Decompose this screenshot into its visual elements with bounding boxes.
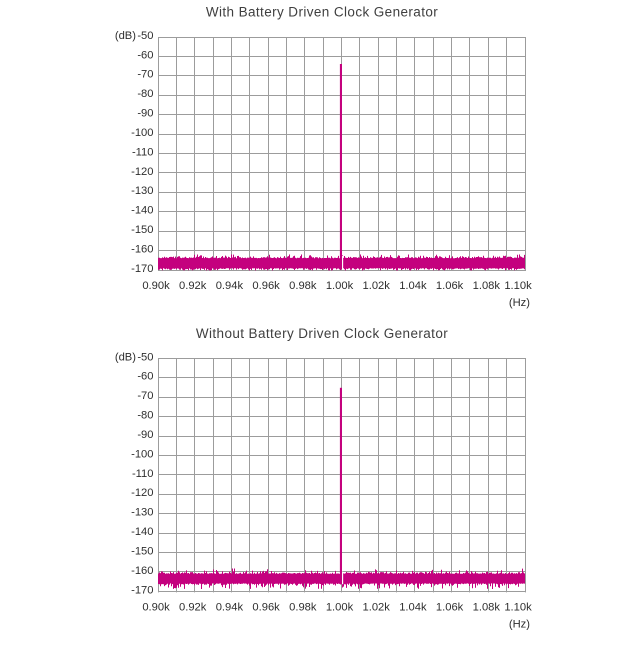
svg-text:With Battery Driven Clock Gene: With Battery Driven Clock Generator xyxy=(206,4,438,19)
svg-text:-160: -160 xyxy=(131,244,153,256)
svg-text:0.94k: 0.94k xyxy=(216,602,244,614)
svg-text:-140: -140 xyxy=(131,205,153,217)
svg-text:-90: -90 xyxy=(137,429,153,441)
svg-text:-60: -60 xyxy=(137,371,153,383)
svg-text:-100: -100 xyxy=(131,127,153,139)
svg-text:-80: -80 xyxy=(137,410,153,422)
svg-text:0.92k: 0.92k xyxy=(179,280,207,292)
svg-text:-50: -50 xyxy=(137,351,153,363)
svg-text:-60: -60 xyxy=(137,49,153,61)
svg-text:1.00k: 1.00k xyxy=(326,280,354,292)
svg-text:-90: -90 xyxy=(137,108,153,120)
svg-text:0.96k: 0.96k xyxy=(252,602,280,614)
svg-text:(dB): (dB) xyxy=(115,351,136,363)
svg-text:1.02k: 1.02k xyxy=(363,602,391,614)
svg-text:0.90k: 0.90k xyxy=(142,280,170,292)
svg-text:-120: -120 xyxy=(131,487,153,499)
svg-text:-170: -170 xyxy=(131,584,153,596)
svg-text:0.98k: 0.98k xyxy=(289,280,317,292)
svg-text:0.92k: 0.92k xyxy=(179,602,207,614)
svg-text:(Hz): (Hz) xyxy=(509,297,530,309)
svg-text:1.02k: 1.02k xyxy=(363,280,391,292)
svg-text:(dB): (dB) xyxy=(115,30,136,42)
svg-text:0.98k: 0.98k xyxy=(289,602,317,614)
svg-text:1.10k: 1.10k xyxy=(504,602,532,614)
svg-text:1.04k: 1.04k xyxy=(399,602,427,614)
svg-text:1.10k: 1.10k xyxy=(504,280,532,292)
svg-text:-110: -110 xyxy=(132,146,154,158)
svg-text:1.06k: 1.06k xyxy=(436,602,464,614)
svg-text:-150: -150 xyxy=(131,546,153,558)
svg-text:-130: -130 xyxy=(131,185,153,197)
svg-text:1.00k: 1.00k xyxy=(326,602,354,614)
svg-text:1.08k: 1.08k xyxy=(473,602,501,614)
svg-text:(Hz): (Hz) xyxy=(509,618,530,630)
svg-text:1.04k: 1.04k xyxy=(399,280,427,292)
svg-text:-130: -130 xyxy=(131,507,153,519)
svg-text:0.90k: 0.90k xyxy=(142,602,170,614)
svg-text:-110: -110 xyxy=(132,468,154,480)
svg-text:-160: -160 xyxy=(131,565,153,577)
svg-text:-70: -70 xyxy=(137,69,153,81)
svg-text:-80: -80 xyxy=(137,88,153,100)
svg-text:-100: -100 xyxy=(131,448,153,460)
svg-text:1.08k: 1.08k xyxy=(473,280,501,292)
svg-text:-120: -120 xyxy=(131,166,153,178)
svg-text:-140: -140 xyxy=(131,526,153,538)
svg-text:-70: -70 xyxy=(137,390,153,402)
svg-text:-170: -170 xyxy=(131,263,153,275)
svg-text:-150: -150 xyxy=(131,224,153,236)
svg-text:0.94k: 0.94k xyxy=(216,280,244,292)
svg-text:Without Battery Driven Clock G: Without Battery Driven Clock Generator xyxy=(196,326,448,341)
svg-text:0.96k: 0.96k xyxy=(252,280,280,292)
svg-text:-50: -50 xyxy=(137,30,153,42)
svg-text:1.06k: 1.06k xyxy=(436,280,464,292)
